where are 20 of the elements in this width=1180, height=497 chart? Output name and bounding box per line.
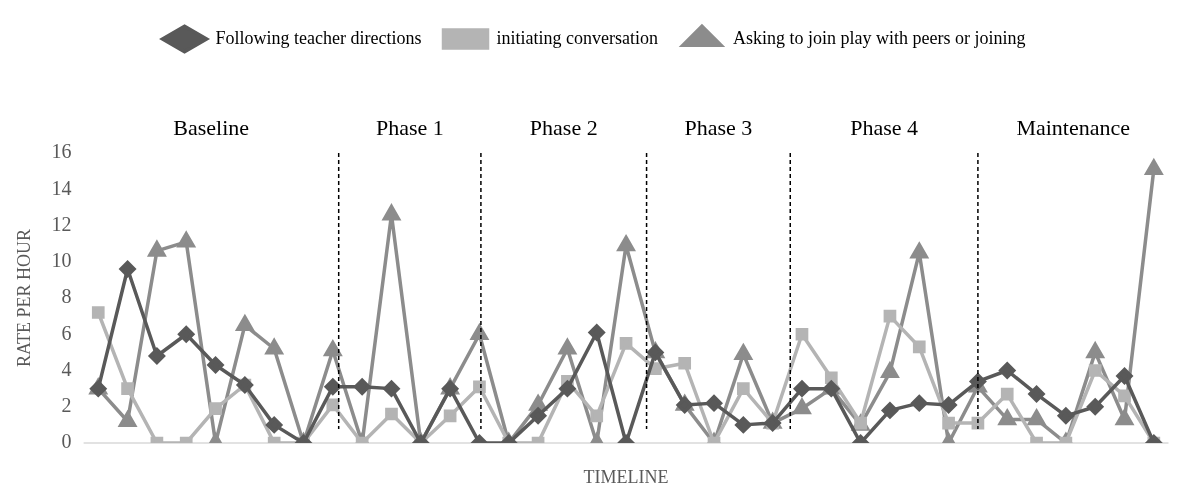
text: Phase 3 xyxy=(684,114,753,140)
y-tick-label: 4 xyxy=(61,357,72,380)
legend-label: initiating conversation xyxy=(496,27,658,48)
x-axis-title: TIMELINE xyxy=(583,466,669,487)
text: Maintenance xyxy=(1016,114,1131,140)
text: Phase 4 xyxy=(850,114,918,140)
y-tick-label: 12 xyxy=(51,212,72,235)
y-tick-label: 6 xyxy=(61,321,72,344)
text: Phase 2 xyxy=(529,114,598,140)
text: Phase 1 xyxy=(375,114,444,140)
y-tick-label: 8 xyxy=(61,285,72,308)
text: Baseline xyxy=(173,114,250,140)
legend-label: Following teacher directions xyxy=(215,27,422,48)
y-tick-label: 16 xyxy=(51,140,72,163)
y-tick-label: 2 xyxy=(61,394,72,416)
y-tick-label: 0 xyxy=(61,430,72,453)
legend-label: Asking to join play with peers or joining xyxy=(732,27,1026,48)
y-tick-label: 14 xyxy=(51,176,72,199)
y-tick-label: 10 xyxy=(51,249,72,271)
y-axis-title: RATE PER HOUR xyxy=(13,228,34,368)
